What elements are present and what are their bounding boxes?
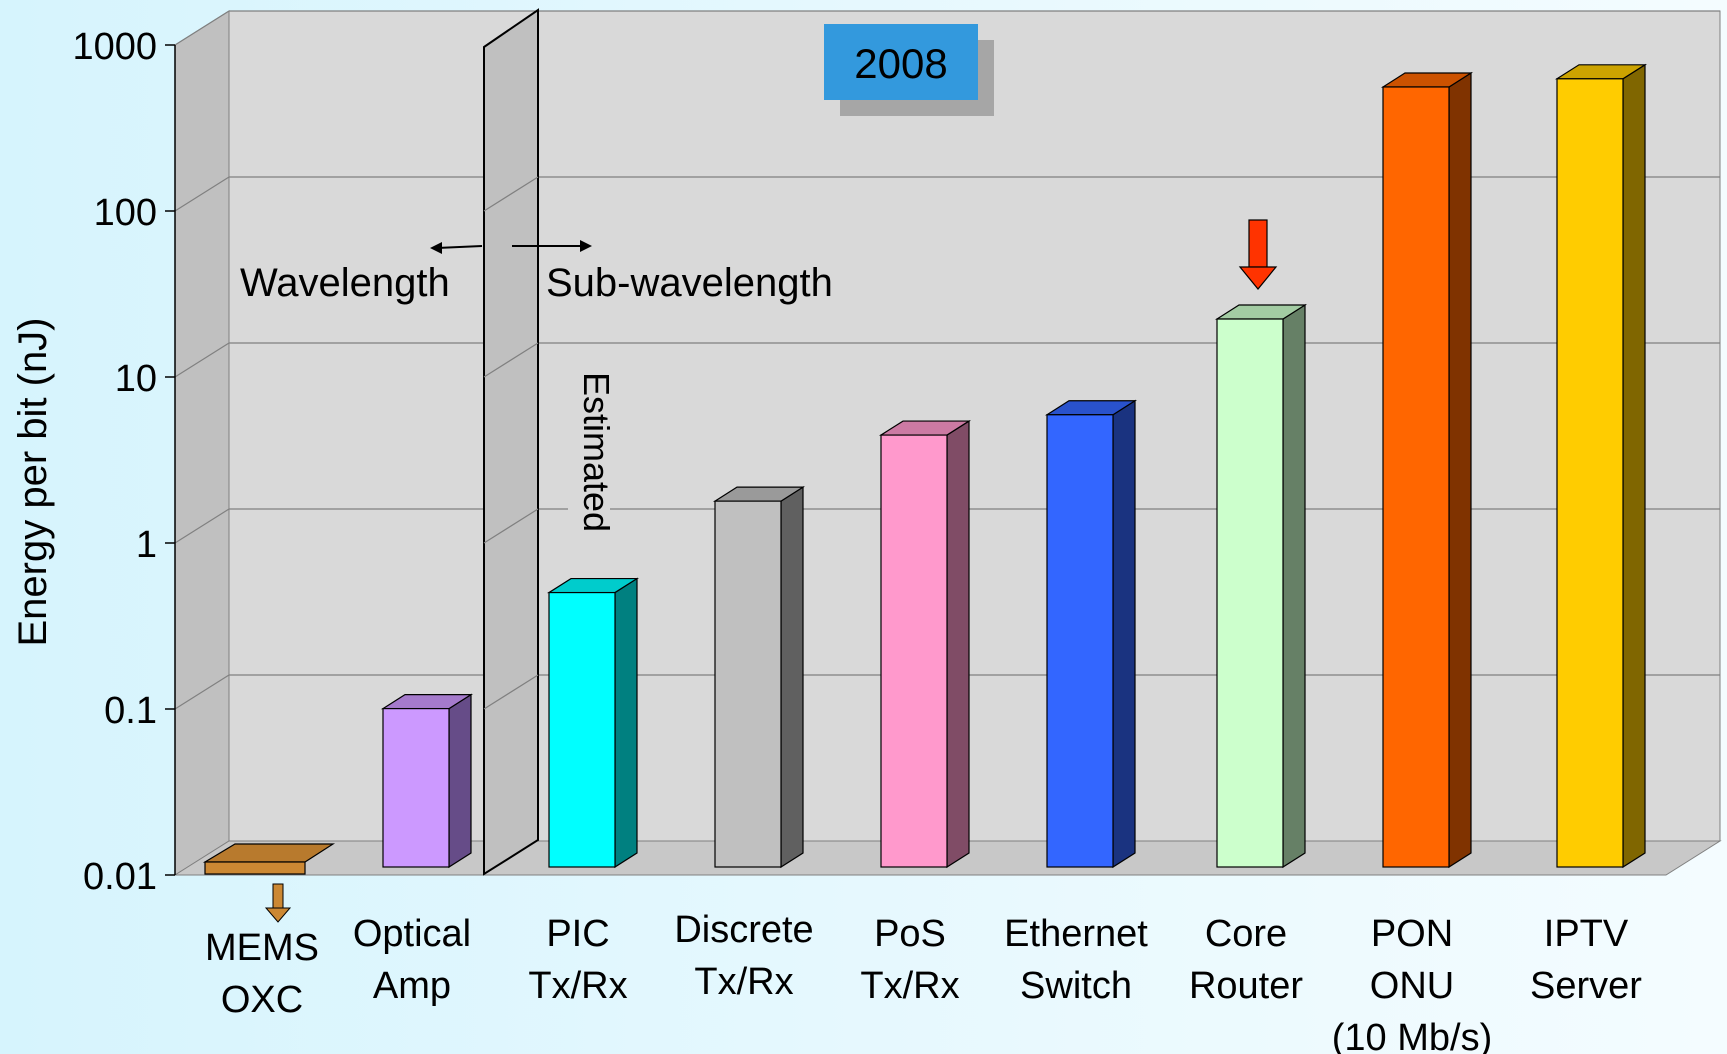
x-axis-labels: MEMS OXC Optical Amp PIC Tx/Rx Discrete Tx/Rx Po… (205, 909, 1642, 1054)
y-tick-label: 0.01 (83, 856, 157, 898)
gridline-side (174, 674, 230, 710)
divider-gridline (483, 176, 539, 212)
y-tick-label: 100 (94, 192, 157, 234)
down-arrow-shaft (272, 883, 284, 909)
y-tick-label: 0.1 (104, 690, 157, 732)
x-tick-label: OXC (221, 979, 303, 1021)
wavelength-arrow-head (430, 242, 442, 254)
divider-gridline (483, 508, 539, 544)
bar-front (1216, 318, 1284, 868)
bar-side (1448, 71, 1472, 869)
estimated-label: Estimated (576, 372, 617, 532)
divider-gridline (483, 342, 539, 378)
bar-0 (202, 843, 336, 923)
bar-2 (546, 577, 640, 869)
x-tick-label: PoS (874, 913, 946, 955)
x-tick-label: Ethernet (1004, 913, 1148, 955)
annotations: Wavelength Sub-wavelength Estimated (240, 261, 833, 532)
x-tick-label: IPTV (1544, 913, 1629, 955)
bar-1 (380, 693, 474, 869)
bar-side (780, 486, 804, 869)
x-tick-label: PON (1371, 913, 1453, 955)
x-tick-label: Router (1189, 965, 1303, 1007)
sub-wavelength-label: Sub-wavelength (546, 261, 833, 305)
sub-wavelength-arrow-head (580, 240, 592, 252)
bar-side (448, 693, 472, 869)
bar-front (382, 707, 450, 868)
x-tick-label: Discrete (674, 909, 813, 951)
y-tick-label: 1000 (72, 26, 157, 68)
bar-front (1382, 86, 1450, 868)
x-tick-label: Tx/Rx (694, 961, 793, 1003)
bar-front (548, 591, 616, 868)
x-tick-label: PIC (546, 913, 609, 955)
bar-7 (1380, 71, 1474, 869)
highlight-arrow-shaft (1248, 219, 1268, 268)
bar-front (204, 861, 306, 875)
y-tick-label: 10 (115, 358, 157, 400)
bar-5 (1044, 399, 1138, 869)
gridline-side (174, 10, 230, 46)
y-tick-label: 1 (136, 524, 157, 566)
bar-4 (878, 419, 972, 869)
wavelength-arrow (436, 245, 483, 249)
divider-panel (483, 8, 539, 876)
x-tick-label: ONU (1370, 965, 1454, 1007)
left-wall (174, 10, 230, 876)
bar-side (1112, 399, 1136, 869)
x-tick-label: Tx/Rx (860, 965, 959, 1007)
bar-front (714, 500, 782, 868)
bar-6 (1214, 303, 1308, 869)
year-title-box: 2008 (824, 24, 994, 116)
down-arrow-head (264, 907, 292, 923)
y-axis-label: Energy per bit (nJ) (11, 317, 55, 646)
x-tick-label: Amp (373, 965, 451, 1007)
y-axis-ticks: 0.01 0.1 1 10 100 1000 (72, 26, 176, 898)
x-tick-label: (10 Mb/s) (1332, 1017, 1492, 1054)
divider-gridline (483, 674, 539, 710)
bar-front (1556, 78, 1624, 868)
core-router-highlight-arrow (1238, 219, 1278, 290)
title-box (824, 24, 978, 100)
bar-side (1282, 303, 1306, 869)
bar-front (880, 434, 948, 868)
wavelength-label: Wavelength (240, 261, 450, 305)
bar-side (614, 577, 638, 869)
x-tick-label: Switch (1020, 965, 1132, 1007)
chart-title: 2008 (854, 40, 947, 87)
bar-3 (712, 486, 806, 869)
bars (202, 63, 1648, 923)
estimated-label-backing (568, 484, 610, 544)
gridline-side (174, 508, 230, 544)
highlight-arrow-head (1238, 266, 1278, 290)
bar-side (1622, 63, 1646, 869)
bar-8 (1554, 63, 1648, 869)
bar-front (1046, 414, 1114, 868)
x-tick-label: Optical (353, 913, 471, 955)
gridline-side (174, 342, 230, 378)
x-tick-label: MEMS (205, 927, 319, 969)
wavelength-divider-panel (430, 8, 610, 876)
x-tick-label: Tx/Rx (528, 965, 627, 1007)
bar-side (946, 419, 970, 869)
x-tick-label: Server (1530, 965, 1642, 1007)
gridline-side (174, 176, 230, 212)
x-tick-label: Core (1205, 913, 1287, 955)
